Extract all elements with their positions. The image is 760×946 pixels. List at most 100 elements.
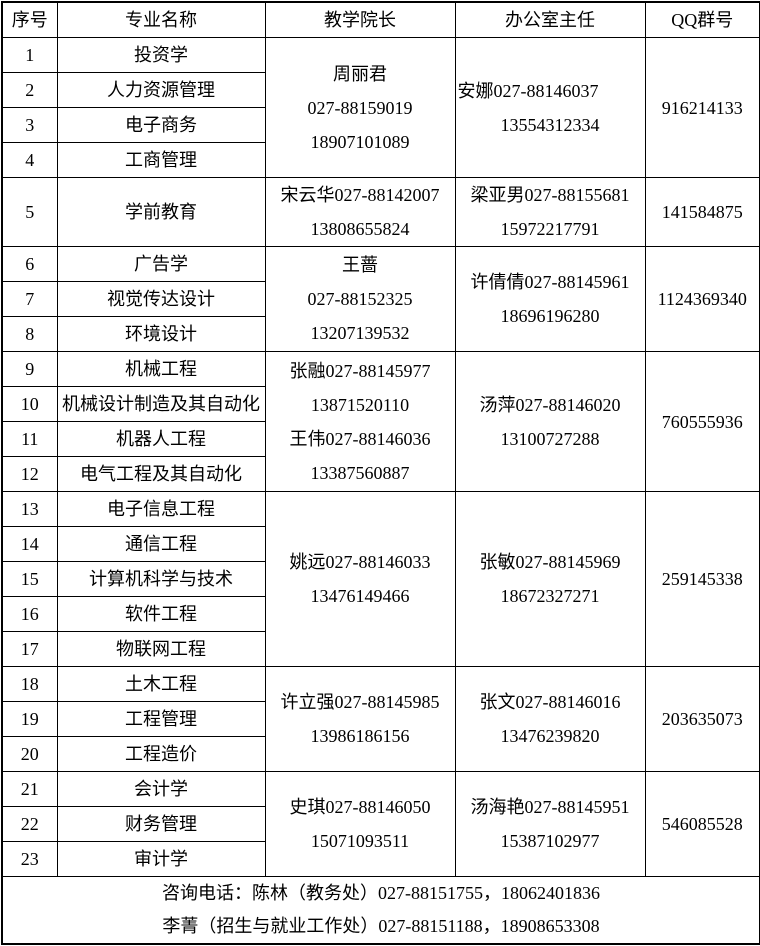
table-row: 15 计算机科学与技术 [1, 561, 760, 597]
major-name: 软件工程 [56, 596, 266, 632]
qq-cell: 760555936 [644, 351, 760, 492]
row-number: 12 [1, 456, 58, 492]
header-row: 序号 专业名称 教学院长 办公室主任 QQ群号 [1, 1, 760, 38]
major-name: 物联网工程 [56, 631, 266, 667]
table-row: 9 机械工程 张融027-88145977 13871520110 王伟027-… [1, 351, 760, 492]
office-line: 13100727288 [500, 428, 600, 449]
office-cell: 张敏027-88145969 18672327271 [454, 491, 646, 667]
dean-line: 027-88152325 [307, 289, 413, 309]
table-row: 13 电子信息工程 姚远027-88146033 13476149466 张敏0… [1, 491, 760, 667]
dean-line: 张融027-88145977 [289, 360, 431, 381]
major-name: 广告学 [56, 246, 266, 282]
header-office: 办公室主任 [454, 1, 646, 38]
office-line: 13554312334 [500, 114, 600, 135]
footer-line: 李菁（招生与就业工作处）027-88151188，18908653308 [162, 916, 600, 936]
header-no: 序号 [1, 1, 58, 38]
office-line: 许倩倩027-88145961 [470, 272, 630, 292]
office-cell: 汤萍027-88146020 13100727288 [454, 351, 646, 492]
dean-line: 13808655824 [310, 219, 410, 239]
footer-note: 咨询电话：陈林（教务处）027-88151755，18062401836 李菁（… [1, 876, 760, 945]
footer-line: 咨询电话：陈林（教务处）027-88151755，18062401836 [162, 883, 600, 903]
dean-line: 18907101089 [310, 131, 410, 152]
qq-cell: 259145338 [644, 491, 760, 667]
major-name: 工程造价 [56, 736, 266, 772]
major-name: 电子商务 [56, 107, 266, 143]
row-number: 7 [1, 281, 58, 317]
office-cell: 安娜027-88146037 13554312334 [454, 37, 646, 178]
major-name: 通信工程 [56, 526, 266, 562]
major-name: 机械设计制造及其自动化 [56, 386, 266, 422]
dean-line: 许立强027-88145985 [280, 692, 440, 712]
table-row: 1 投资学 周丽君 027-88159019 18907101089 安娜027… [1, 37, 760, 178]
row-number: 17 [1, 631, 58, 667]
major-name: 学前教育 [56, 177, 266, 247]
table-row: 7 视觉传达设计 [1, 281, 760, 317]
major-name: 计算机科学与技术 [56, 561, 266, 597]
table-row: 5 学前教育 宋云华027-88142007 13808655824 梁亚男02… [1, 177, 760, 247]
dean-line: 027-88159019 [307, 97, 413, 118]
major-name: 电气工程及其自动化 [56, 456, 266, 492]
office-line: 张敏027-88145969 [479, 552, 621, 572]
table-row: 3 电子商务 [1, 107, 760, 143]
dean-line: 史琪027-88146050 [289, 797, 431, 817]
table-row: 23 审计学 [1, 841, 760, 877]
office-line: 13476239820 [500, 726, 600, 746]
dean-cell: 史琪027-88146050 15071093511 [264, 771, 456, 877]
row-number: 18 [1, 666, 58, 702]
row-number: 20 [1, 736, 58, 772]
row-number: 6 [1, 246, 58, 282]
table-row: 20 工程造价 [1, 736, 760, 772]
table-row: 18 土木工程 许立强027-88145985 13986186156 张文02… [1, 666, 760, 772]
major-name: 机械工程 [56, 351, 266, 387]
major-name: 工程管理 [56, 701, 266, 737]
dean-line: 周丽君 [333, 63, 387, 84]
dean-line: 13871520110 [310, 394, 410, 415]
row-number: 8 [1, 316, 58, 352]
office-cell: 汤海艳027-88145951 15387102977 [454, 771, 646, 877]
qq-cell: 916214133 [644, 37, 760, 178]
dean-cell: 张融027-88145977 13871520110 王伟027-8814603… [264, 351, 456, 492]
dean-line: 宋云华027-88142007 [280, 185, 440, 205]
major-name: 视觉传达设计 [56, 281, 266, 317]
major-name: 工商管理 [56, 142, 266, 178]
office-line: 15387102977 [500, 831, 600, 851]
dean-line: 13207139532 [310, 323, 410, 343]
office-cell: 梁亚男027-88155681 15972217791 [454, 177, 646, 247]
table-row: 6 广告学 王蔷 027-88152325 13207139532 许倩倩027… [1, 246, 760, 352]
table-row: 16 软件工程 [1, 596, 760, 632]
row-number: 1 [1, 37, 58, 73]
table-row: 4 工商管理 [1, 142, 760, 178]
dean-line: 13387560887 [310, 462, 410, 483]
row-number: 19 [1, 701, 58, 737]
dean-cell: 姚远027-88146033 13476149466 [264, 491, 456, 667]
row-number: 9 [1, 351, 58, 387]
table-row: 21 会计学 史琪027-88146050 15071093511 汤海艳027… [1, 771, 760, 877]
office-line: 18672327271 [500, 586, 600, 606]
dean-line: 13986186156 [310, 726, 410, 746]
major-name: 财务管理 [56, 806, 266, 842]
qq-cell: 203635073 [644, 666, 760, 772]
qq-cell: 141584875 [644, 177, 760, 247]
dean-line: 13476149466 [310, 586, 410, 606]
qq-cell: 1124369340 [644, 246, 760, 352]
row-number: 11 [1, 421, 58, 457]
row-number: 13 [1, 491, 58, 527]
dean-line: 姚远027-88146033 [289, 552, 431, 572]
row-number: 3 [1, 107, 58, 143]
table-row: 11 机器人工程 [1, 421, 760, 457]
major-name: 土木工程 [56, 666, 266, 702]
table-row: 8 环境设计 [1, 316, 760, 352]
row-number: 21 [1, 771, 58, 807]
office-line: 梁亚男027-88155681 [470, 185, 630, 205]
row-number: 4 [1, 142, 58, 178]
office-line: 汤萍027-88146020 [479, 394, 621, 415]
row-number: 14 [1, 526, 58, 562]
major-name: 会计学 [56, 771, 266, 807]
row-number: 15 [1, 561, 58, 597]
dean-cell: 王蔷 027-88152325 13207139532 [264, 246, 456, 352]
major-name: 审计学 [56, 841, 266, 877]
header-major: 专业名称 [56, 1, 266, 38]
row-number: 2 [1, 72, 58, 108]
office-line: 张文027-88146016 [479, 692, 621, 712]
